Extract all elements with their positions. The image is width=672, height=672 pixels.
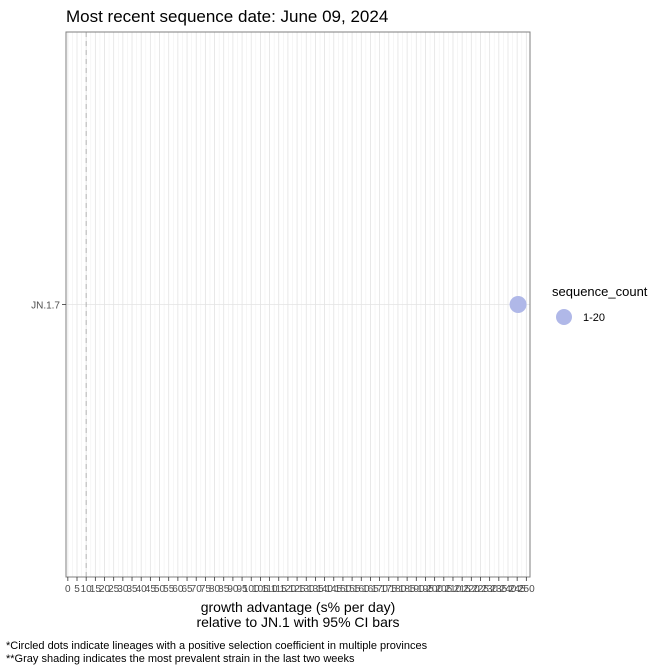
x-tick-label: 130 (298, 584, 315, 595)
x-tick-label: 145 (325, 584, 342, 595)
x-tick-label: 125 (289, 584, 306, 595)
legend-symbol-1-20 (556, 309, 572, 325)
x-tick-label: 45 (145, 584, 157, 595)
footnote-gray-shading: **Gray shading indicates the most preval… (6, 653, 355, 665)
legend: sequence_count 1-20 (552, 284, 648, 325)
x-tick-label: 55 (163, 584, 175, 595)
x-tick-label: 65 (181, 584, 193, 595)
points (509, 296, 527, 313)
x-tick-label: 135 (307, 584, 324, 595)
x-tick-label: 170 (371, 584, 388, 595)
x-tick-label: 30 (117, 584, 129, 595)
x-tick-label: 190 (408, 584, 425, 595)
x-tick-label: 140 (316, 584, 333, 595)
x-tick-label: 0 (65, 584, 71, 595)
x-tick-label: 10 (81, 584, 93, 595)
x-tick-label: 115 (271, 584, 287, 595)
x-tick-label: 105 (252, 584, 269, 595)
x-tick-label: 220 (463, 584, 480, 595)
x-tick-label: 185 (399, 584, 416, 595)
x-tick-label: 120 (280, 584, 297, 595)
grid (66, 32, 530, 577)
footnote-circled-dots: *Circled dots indicate lineages with a p… (6, 640, 428, 652)
x-tick-label: 80 (209, 584, 221, 595)
x-tick-label: 90 (227, 584, 239, 595)
x-tick-label: 95 (237, 584, 249, 595)
legend-label-1-20: 1-20 (583, 312, 605, 324)
x-tick-label: 60 (172, 584, 184, 595)
x-tick-label: 40 (136, 584, 148, 595)
x-axis-title-line1: growth advantage (s% per day) (201, 599, 396, 615)
x-tick-label: 175 (380, 584, 397, 595)
data-point-JN.1.7 (509, 296, 527, 313)
x-tick-label: 200 (426, 584, 443, 595)
x-tick-label: 230 (481, 584, 498, 595)
x-tick-label: 110 (262, 584, 278, 595)
x-tick-label: 180 (390, 584, 407, 595)
x-tick-label: 245 (509, 584, 526, 595)
x-tick-label: 35 (126, 584, 138, 595)
chart-title: Most recent sequence date: June 09, 2024 (66, 7, 388, 26)
x-tick-label: 50 (154, 584, 166, 595)
x-tick-label: 15 (90, 584, 102, 595)
x-tick-label: 205 (435, 584, 452, 595)
x-tick-label: 215 (454, 584, 471, 595)
x-tick-label: 85 (218, 584, 230, 595)
x-tick-label: 235 (490, 584, 507, 595)
x-tick-label: 25 (108, 584, 120, 595)
x-tick-label: 165 (362, 584, 379, 595)
x-tick-label: 240 (500, 584, 517, 595)
x-tick-label: 20 (99, 584, 111, 595)
x-tick-label: 155 (344, 584, 361, 595)
y-tick-label: JN.1.7 (31, 301, 60, 312)
x-tick-label: 70 (191, 584, 203, 595)
x-tick-label: 195 (417, 584, 434, 595)
x-tick-label: 150 (335, 584, 352, 595)
x-tick-label: 210 (445, 584, 462, 595)
x-tick-label: 225 (472, 584, 489, 595)
y-axis-ticks: JN.1.7 (31, 301, 66, 312)
x-axis-title-line2: relative to JN.1 with 95% CI bars (196, 614, 399, 630)
x-axis-ticks: 0 5 10152025303540455055606570758085909510… (65, 577, 535, 595)
x-tick-label: 160 (353, 584, 370, 595)
x-tick-label: 75 (200, 584, 212, 595)
x-tick-label: 5 (74, 584, 80, 595)
x-tick-label: 100 (243, 584, 260, 595)
legend-title: sequence_count (552, 284, 648, 299)
x-tick-label: 250 (518, 584, 535, 595)
